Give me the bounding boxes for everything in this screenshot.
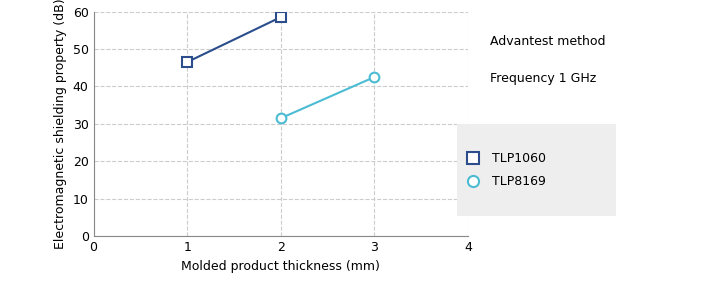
TLP1060 [183,60,192,64]
TLP8169 [370,75,379,79]
TLP8169 [276,116,285,120]
TLP1060 [276,16,285,19]
X-axis label: Molded product thickness (mm): Molded product thickness (mm) [181,259,380,272]
Text: Frequency 1 GHz: Frequency 1 GHz [490,72,596,85]
Legend: TLP1060, TLP8169: TLP1060, TLP8169 [456,147,551,193]
Line: TLP8169: TLP8169 [276,72,379,123]
Line: TLP1060: TLP1060 [182,12,286,67]
Text: Advantest method: Advantest method [490,35,605,48]
Y-axis label: Electromagnetic shielding property (dB): Electromagnetic shielding property (dB) [54,0,67,249]
